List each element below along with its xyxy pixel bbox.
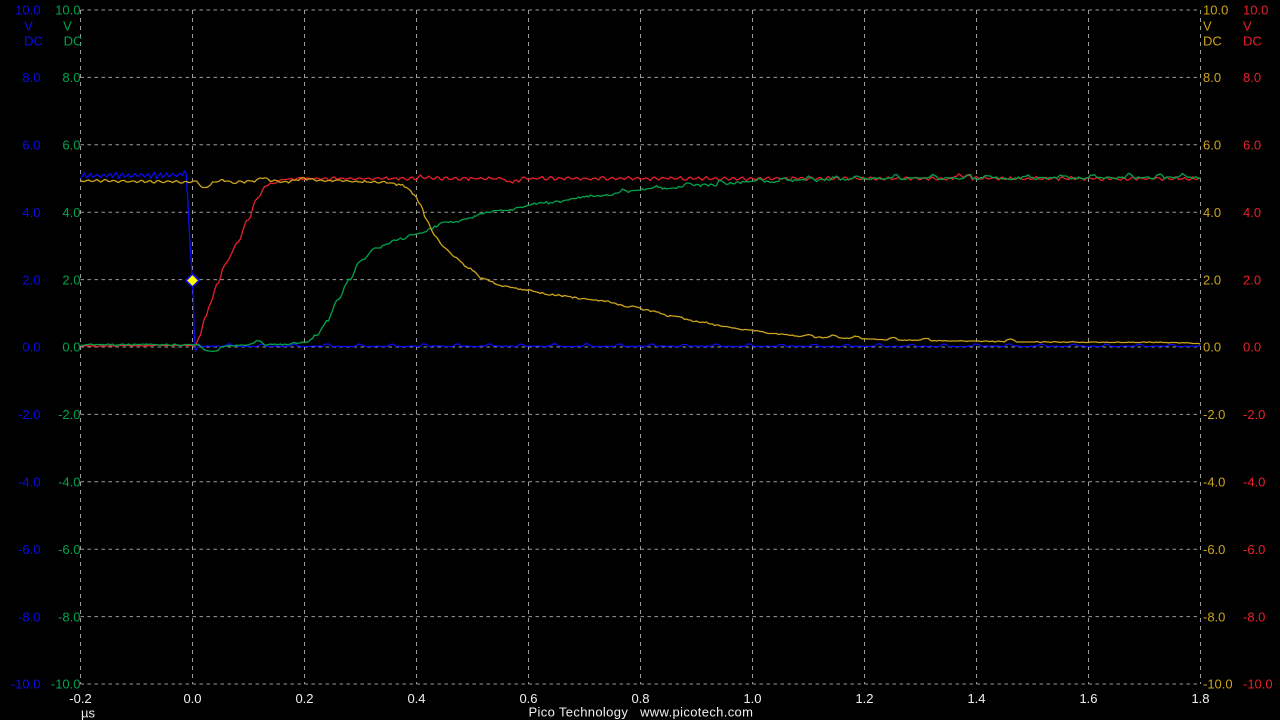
svg-text:-0.2: -0.2: [69, 691, 91, 706]
svg-text:-10.0: -10.0: [51, 677, 81, 692]
svg-text:10.0: 10.0: [1243, 3, 1268, 18]
svg-text:8.0: 8.0: [1243, 70, 1261, 85]
svg-text:6.0: 6.0: [22, 138, 40, 153]
svg-text:4.0: 4.0: [22, 205, 40, 220]
svg-text:-10.0: -10.0: [1243, 677, 1273, 692]
svg-text:-8.0: -8.0: [1243, 609, 1265, 624]
svg-text:10.0: 10.0: [15, 3, 40, 18]
svg-text:-4.0: -4.0: [1243, 475, 1265, 490]
svg-text:0.0: 0.0: [62, 340, 80, 355]
svg-text:-2.0: -2.0: [1243, 407, 1265, 422]
svg-text:4.0: 4.0: [62, 205, 80, 220]
svg-text:-6.0: -6.0: [58, 542, 80, 557]
svg-text:6.0: 6.0: [62, 138, 80, 153]
svg-text:2.0: 2.0: [62, 272, 80, 287]
svg-text:-2.0: -2.0: [1203, 407, 1225, 422]
svg-text:-6.0: -6.0: [18, 542, 40, 557]
svg-text:0.2: 0.2: [295, 691, 313, 706]
svg-text:10.0: 10.0: [55, 3, 80, 18]
svg-text:-6.0: -6.0: [1243, 542, 1265, 557]
svg-text:0.0: 0.0: [1243, 340, 1261, 355]
svg-text:-2.0: -2.0: [58, 407, 80, 422]
svg-text:2.0: 2.0: [1243, 272, 1261, 287]
svg-text:-6.0: -6.0: [1203, 542, 1225, 557]
svg-text:1.8: 1.8: [1191, 691, 1209, 706]
svg-text:0.0: 0.0: [183, 691, 201, 706]
svg-text:0.4: 0.4: [407, 691, 425, 706]
svg-text:8.0: 8.0: [1203, 70, 1221, 85]
svg-text:V: V: [1243, 18, 1252, 33]
svg-text:V: V: [63, 18, 72, 33]
svg-text:DC: DC: [64, 34, 83, 49]
svg-text:-4.0: -4.0: [58, 475, 80, 490]
svg-text:µs: µs: [81, 706, 95, 720]
svg-text:1.0: 1.0: [743, 691, 761, 706]
svg-text:DC: DC: [24, 34, 43, 49]
svg-text:6.0: 6.0: [1243, 138, 1261, 153]
svg-text:Pico Technology www.picotech: Pico Technology www.picotech.com: [529, 705, 754, 720]
svg-text:1.6: 1.6: [1079, 691, 1097, 706]
svg-text:1.4: 1.4: [967, 691, 985, 706]
svg-text:V: V: [1203, 18, 1212, 33]
svg-text:-10.0: -10.0: [1203, 677, 1233, 692]
svg-text:0.0: 0.0: [22, 340, 40, 355]
svg-text:0.0: 0.0: [1203, 340, 1221, 355]
svg-text:-4.0: -4.0: [18, 475, 40, 490]
svg-text:0.8: 0.8: [631, 691, 649, 706]
svg-text:4.0: 4.0: [1243, 205, 1261, 220]
svg-text:8.0: 8.0: [22, 70, 40, 85]
svg-text:V: V: [24, 18, 33, 33]
svg-text:6.0: 6.0: [1203, 138, 1221, 153]
svg-text:8.0: 8.0: [62, 70, 80, 85]
svg-text:-8.0: -8.0: [58, 609, 80, 624]
svg-text:-8.0: -8.0: [1203, 609, 1225, 624]
svg-text:10.0: 10.0: [1203, 3, 1228, 18]
svg-text:-10.0: -10.0: [11, 677, 41, 692]
svg-text:DC: DC: [1203, 34, 1222, 49]
svg-text:-2.0: -2.0: [18, 407, 40, 422]
svg-text:DC: DC: [1243, 34, 1262, 49]
svg-text:2.0: 2.0: [1203, 272, 1221, 287]
svg-text:1.2: 1.2: [855, 691, 873, 706]
svg-text:4.0: 4.0: [1203, 205, 1221, 220]
svg-text:0.6: 0.6: [519, 691, 537, 706]
svg-text:2.0: 2.0: [22, 272, 40, 287]
svg-text:-8.0: -8.0: [18, 609, 40, 624]
svg-text:-4.0: -4.0: [1203, 475, 1225, 490]
